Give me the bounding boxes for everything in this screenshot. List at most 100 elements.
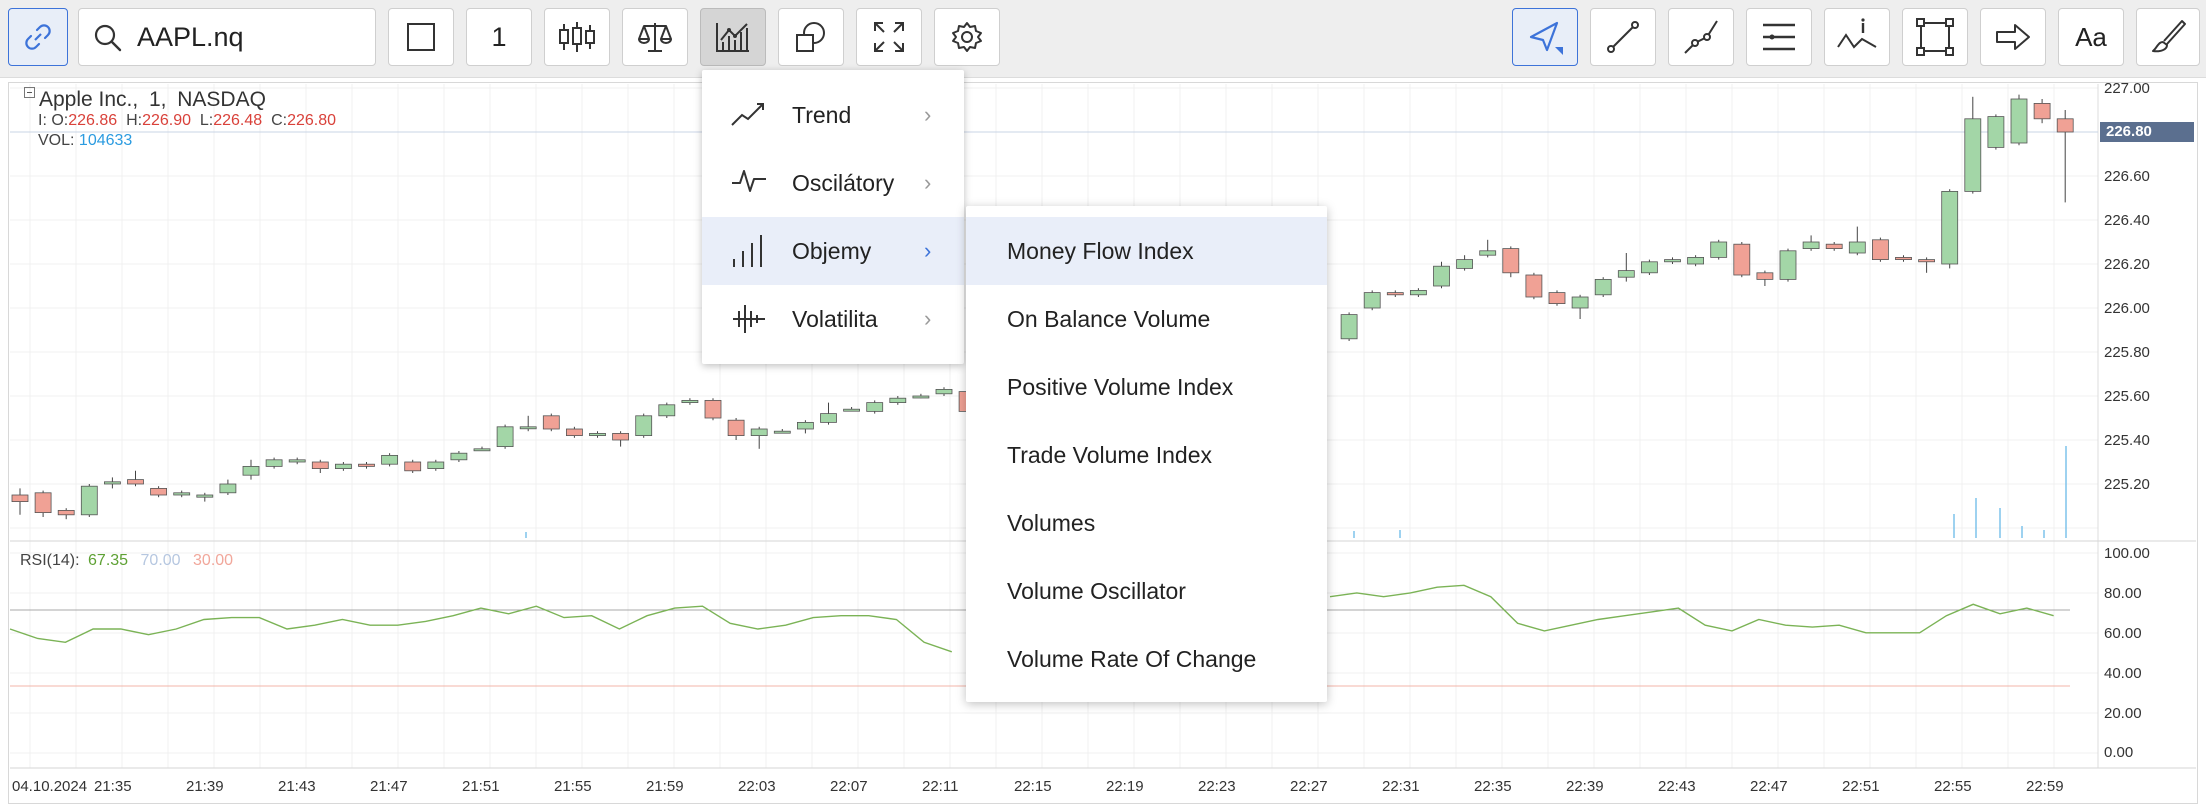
candle xyxy=(612,432,629,441)
polyline-tool-button[interactable] xyxy=(1668,8,1734,66)
menu-item-positive-volume-index[interactable]: Positive Volume Index xyxy=(1007,373,1234,400)
rsi-line-right xyxy=(1329,584,2054,634)
collapse-icon[interactable] xyxy=(24,87,35,98)
brush-tool-button[interactable] xyxy=(2136,8,2200,66)
candle xyxy=(635,415,653,436)
candle xyxy=(704,399,722,419)
compare-button[interactable] xyxy=(622,8,688,66)
annotation-tool-button[interactable] xyxy=(1824,8,1890,66)
interval-label: 1, xyxy=(148,88,167,111)
menu-item-volume-rate-of-change[interactable]: Volume Rate Of Change xyxy=(1007,645,1257,672)
menu-item-volume-oscillator[interactable]: Volume Oscillator xyxy=(1007,577,1186,604)
polyline-icon xyxy=(1684,20,1718,54)
rsi-tick: 40.00 xyxy=(2104,665,2142,682)
square-icon xyxy=(407,23,435,51)
candle xyxy=(589,432,606,436)
candle xyxy=(658,404,676,417)
ohlc-prefix: I: xyxy=(38,112,47,129)
menu-item-label: Volatilita xyxy=(792,305,878,332)
settings-button[interactable] xyxy=(934,8,1000,66)
cursor-tool-button[interactable] xyxy=(1512,8,1578,66)
candle xyxy=(427,461,445,469)
link-button[interactable] xyxy=(8,8,68,66)
candle xyxy=(935,388,953,395)
interval-button[interactable]: 1 xyxy=(466,8,532,66)
shapes-button[interactable] xyxy=(778,8,844,66)
rectangle-tool-button[interactable] xyxy=(1902,8,1968,66)
menu-item-label: Trend xyxy=(792,101,852,128)
chevron-right-icon: › xyxy=(924,170,932,195)
candle xyxy=(1779,250,1797,280)
menu-item-trend[interactable]: Trend › xyxy=(702,81,964,149)
candle xyxy=(127,479,144,485)
candle xyxy=(219,483,237,494)
rsi-tick: 100.00 xyxy=(2104,545,2150,562)
time-tick: 21:55 xyxy=(554,778,592,795)
rsi-tick: 0.00 xyxy=(2104,744,2134,761)
time-tick: 21:47 xyxy=(370,778,408,795)
shapes-icon xyxy=(796,22,825,52)
price-legend: Apple Inc., 1, NASDAQ xyxy=(24,87,266,112)
instrument-name: Apple Inc., xyxy=(39,88,139,111)
time-tick: 21:43 xyxy=(278,778,316,795)
candle xyxy=(2056,118,2074,133)
candle xyxy=(288,459,306,463)
menu-item-money-flow-index[interactable]: Money Flow Index xyxy=(966,217,1327,285)
candle xyxy=(34,492,52,513)
rsi-tick: 20.00 xyxy=(2104,705,2142,722)
candle xyxy=(473,448,491,452)
candle xyxy=(820,413,837,423)
menu-item-label: Oscilátory xyxy=(792,169,895,196)
menu-item-volatility[interactable]: Volatilita › xyxy=(702,285,964,353)
candle xyxy=(542,415,560,430)
menu-item-volumes[interactable]: Volumes xyxy=(1007,509,1096,536)
oscillator-icon xyxy=(732,170,766,192)
candles-button[interactable] xyxy=(544,8,610,66)
chart-type-button[interactable] xyxy=(388,8,454,66)
menu-item-trade-volume-index[interactable]: Trade Volume Index xyxy=(1007,441,1212,468)
time-tick: 21:35 xyxy=(94,778,132,795)
menu-item-oscillators[interactable]: Oscilátory › xyxy=(702,149,964,217)
exchange-label: NASDAQ xyxy=(177,88,266,111)
toolbar: 1 Aa xyxy=(0,0,2206,78)
menu-item-volumes[interactable]: Objemy › xyxy=(702,217,964,285)
rsi-tick: 80.00 xyxy=(2104,585,2142,602)
candle xyxy=(1525,274,1543,298)
candle xyxy=(1548,292,1566,305)
time-tick: 22:59 xyxy=(2026,778,2064,795)
rectangle-icon xyxy=(1916,18,1954,56)
menu-item-on-balance-volume[interactable]: On Balance Volume xyxy=(1007,305,1211,332)
rsi-value: 67.35 xyxy=(88,552,129,569)
close-value: 226.80 xyxy=(287,112,336,129)
chevron-right-icon: › xyxy=(924,102,932,127)
arrow-tool-button[interactable] xyxy=(1980,8,2046,66)
fullscreen-button[interactable] xyxy=(856,8,922,66)
volatility-icon xyxy=(733,305,765,333)
line-tool-button[interactable] xyxy=(1590,8,1656,66)
candle xyxy=(750,428,768,436)
low-value: 226.48 xyxy=(213,112,263,129)
candle xyxy=(358,463,375,467)
candle xyxy=(566,428,583,436)
search-icon xyxy=(94,24,122,52)
symbol-input[interactable] xyxy=(137,19,367,55)
time-tick: 21:39 xyxy=(186,778,224,795)
price-tick: 226.60 xyxy=(2104,168,2150,185)
time-tick: 21:51 xyxy=(462,778,500,795)
symbol-search[interactable] xyxy=(78,8,376,66)
price-tick: 225.20 xyxy=(2104,476,2150,493)
candle xyxy=(889,397,907,404)
candle xyxy=(681,399,699,403)
text-tool-button[interactable]: Aa xyxy=(2058,8,2124,66)
candle xyxy=(1641,261,1658,274)
volume-bars-icon xyxy=(733,235,762,267)
price-tick: 227.00 xyxy=(2104,80,2150,97)
candle xyxy=(334,463,352,470)
levels-tool-button[interactable] xyxy=(1746,8,1812,66)
open-value: 226.86 xyxy=(68,112,118,129)
candle xyxy=(1664,259,1681,263)
candle xyxy=(1848,241,1866,254)
candle xyxy=(104,481,121,485)
indicators-button[interactable] xyxy=(700,8,766,66)
